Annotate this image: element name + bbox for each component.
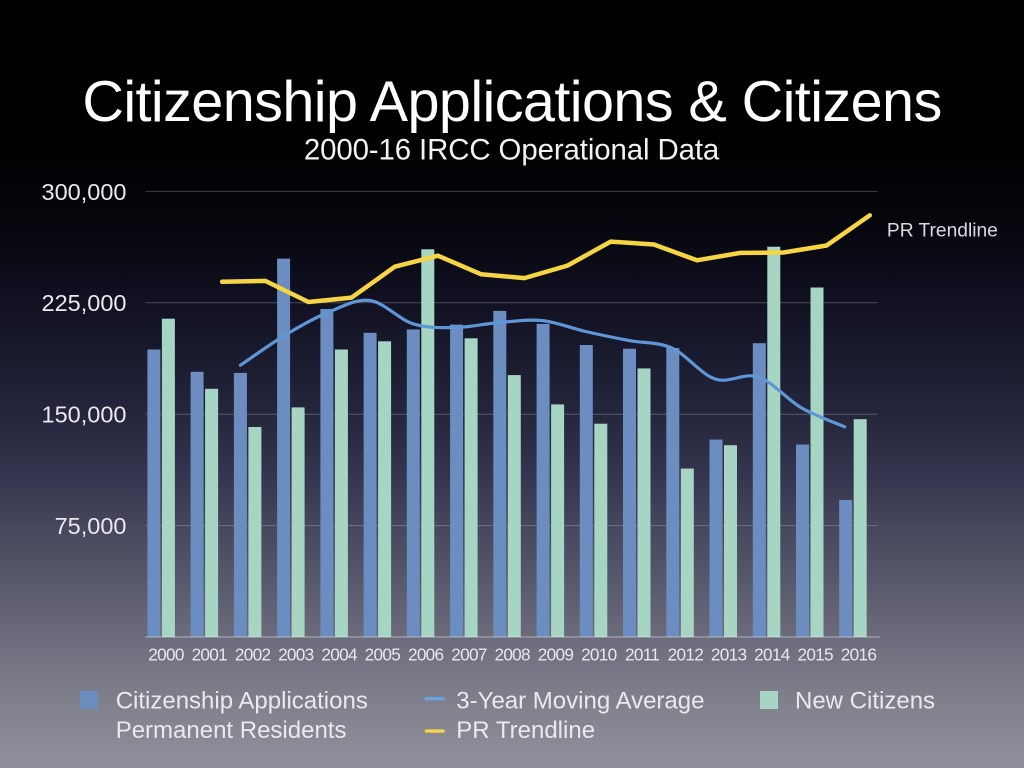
svg-text:2002: 2002	[235, 645, 271, 665]
svg-text:Citizenship Applications & Cit: Citizenship Applications & Citizens	[82, 70, 941, 134]
svg-text:300,000: 300,000	[42, 179, 127, 205]
svg-text:2004: 2004	[321, 645, 358, 665]
svg-text:PR Trendline: PR Trendline	[456, 717, 595, 744]
svg-text:PR Trendline: PR Trendline	[887, 220, 998, 241]
svg-text:2007: 2007	[451, 645, 487, 665]
svg-text:Citizenship Applications: Citizenship Applications	[116, 687, 368, 714]
svg-text:2005: 2005	[365, 645, 401, 665]
svg-text:2012: 2012	[668, 645, 704, 665]
svg-text:150,000: 150,000	[42, 402, 127, 428]
svg-text:3-Year Moving Average: 3-Year Moving Average	[456, 687, 704, 714]
svg-text:2014: 2014	[754, 645, 791, 665]
svg-text:2001: 2001	[192, 645, 228, 665]
svg-text:2006: 2006	[408, 645, 444, 665]
svg-text:2013: 2013	[711, 645, 747, 665]
svg-text:2010: 2010	[581, 645, 617, 665]
svg-text:2003: 2003	[278, 645, 314, 665]
svg-text:Permanent Residents: Permanent Residents	[116, 717, 347, 744]
svg-text:2000: 2000	[148, 645, 184, 665]
svg-text:2016: 2016	[841, 645, 877, 665]
svg-text:2000-16 IRCC Operational Data: 2000-16 IRCC Operational Data	[304, 133, 720, 166]
svg-text:2015: 2015	[797, 645, 833, 665]
svg-text:2008: 2008	[494, 645, 530, 665]
svg-text:2011: 2011	[625, 645, 659, 665]
svg-text:New Citizens: New Citizens	[795, 687, 935, 714]
svg-text:2009: 2009	[538, 645, 574, 665]
svg-text:75,000: 75,000	[55, 513, 127, 539]
svg-text:225,000: 225,000	[42, 290, 127, 316]
